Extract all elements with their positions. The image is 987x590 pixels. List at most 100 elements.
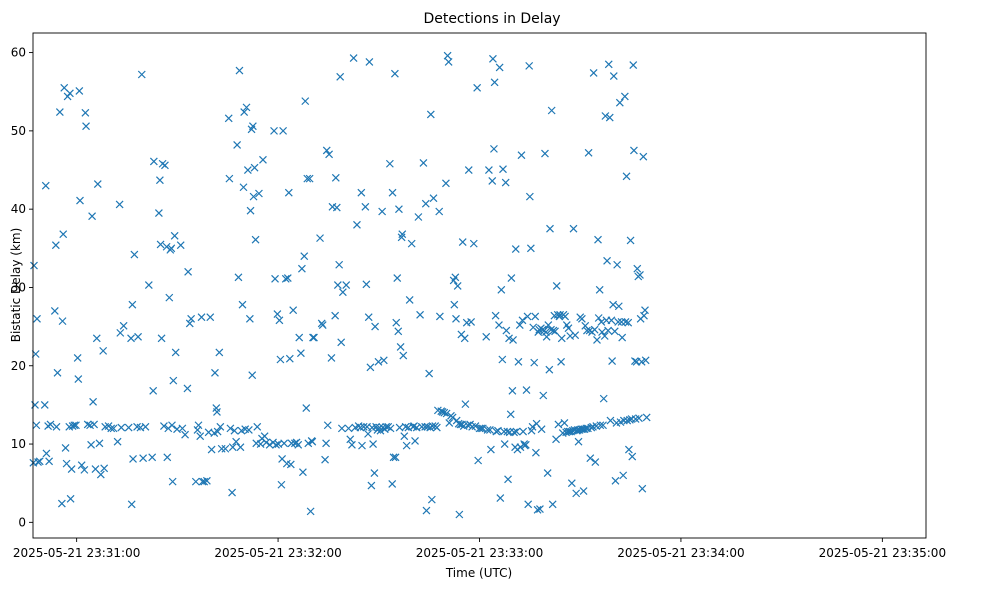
data-point [594,235,602,244]
data-point [232,437,241,446]
data-point [511,245,520,254]
data-point [396,343,405,351]
data-point [611,476,620,485]
data-point [523,312,532,321]
data-point [155,176,164,185]
data-point [240,108,249,117]
data-point [248,122,257,131]
data-point [239,183,248,192]
data-point [641,356,650,365]
data-point [119,321,128,330]
data-point [411,436,419,445]
data-point [358,441,366,450]
data-point [618,333,627,342]
data-point [394,327,403,336]
data-point [508,386,517,395]
data-point [522,386,531,394]
data-point [599,421,607,430]
data-point [301,97,310,106]
data-point [591,458,600,466]
data-point [202,476,211,485]
y-tick-label: 50 [11,124,26,138]
data-point [442,179,450,188]
data-point [633,264,642,273]
data-point [536,505,544,513]
data-point [601,112,610,120]
data-point [606,416,615,425]
data-point [503,427,512,436]
data-point [393,274,402,282]
data-point [45,457,54,466]
data-point [552,435,560,444]
data-point [157,334,166,343]
data-point [346,435,355,444]
data-point [490,144,498,153]
data-point [526,244,535,253]
data-point [52,422,61,431]
data-point [322,146,331,155]
data-point [560,418,569,427]
data-point [115,200,124,209]
data-point [70,421,79,430]
data-point [321,455,329,464]
data-point [295,333,304,342]
data-point [113,437,122,446]
data-point [609,72,618,80]
y-tick-label: 10 [11,437,26,451]
data-point [169,376,178,385]
data-point [213,408,221,416]
data-point [628,452,637,461]
data-point [42,449,51,458]
data-point [248,371,257,380]
data-point [448,413,457,422]
data-point [344,424,353,433]
data-point [407,239,416,248]
x-tick-label: 2025-05-21 23:32:00 [214,546,341,560]
data-point [586,454,595,463]
data-point [388,480,397,488]
data-point [543,469,552,477]
data-point [302,404,311,412]
data-point [327,353,336,362]
y-tick-label: 20 [11,359,26,373]
data-point [636,271,644,279]
data-point [156,240,165,249]
data-point [506,410,515,419]
data-point [546,224,554,233]
data-point [95,439,104,448]
data-point [353,220,361,229]
data-point [286,460,295,469]
data-point [238,300,247,309]
data-point [337,424,346,433]
data-point [577,314,586,323]
data-point [397,233,406,242]
data-point [124,423,133,432]
data-point [399,351,408,360]
data-point [395,205,403,214]
data-point [609,300,618,309]
data-point [378,207,387,216]
y-tick-label: 40 [11,202,26,216]
data-point [366,363,375,372]
data-point [584,148,593,157]
x-tick-label: 2025-05-21 23:33:00 [416,546,543,560]
data-point [51,241,60,250]
data-point [255,189,263,198]
data-point [388,188,397,197]
data-point [545,365,554,374]
data-point [608,357,617,365]
data-point [275,316,284,325]
data-point [604,60,613,69]
data-point [542,332,551,341]
data-point [75,87,84,95]
data-point [478,424,487,433]
data-point [416,310,425,319]
data-point [107,424,116,433]
data-point [599,394,608,403]
data-point [271,274,279,283]
data-point [100,464,109,473]
data-point [400,432,409,441]
data-point [427,495,436,504]
data-point [451,273,460,282]
